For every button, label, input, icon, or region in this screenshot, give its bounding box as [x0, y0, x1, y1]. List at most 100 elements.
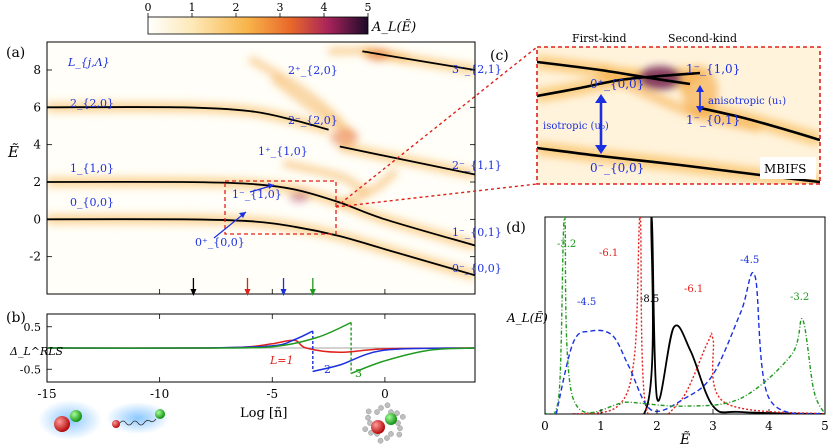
mbifs-badge-text: MBIFS — [764, 162, 806, 176]
panel-b: -15 -10 -5 0 0.5 -0.5 (b) Δ_L^RLS Log [ñ] L=1… — [6, 310, 476, 444]
panel-d-curves — [545, 217, 825, 414]
spectral-curve — [545, 217, 825, 414]
panel-b-curves — [46, 321, 476, 375]
molecule-stretched-icon — [106, 402, 170, 434]
panel-d-x-tick: 0 — [541, 419, 549, 433]
curve-label: -6.1 — [684, 284, 703, 295]
panel-d-xlabel: Ẽ — [679, 430, 690, 448]
anisotropic-arrow-icon — [696, 85, 704, 113]
state-label: 2⁻_{2,0} — [288, 114, 338, 127]
state-label: 2⁺_{2,0} — [288, 64, 338, 77]
curve-label: -6.1 — [599, 248, 618, 259]
panel-d: (d) 0 1 2 3 4 5 A_L(Ẽ) Ẽ -3.2 -6.1 -4.5 -8.5 -6.1… — [506, 216, 829, 448]
panel-d-axes: 0 1 2 3 4 5 — [541, 409, 829, 433]
colorbar-tick: 2 — [233, 1, 240, 14]
zoom-level-line — [537, 60, 691, 86]
state-label: 0⁺_{0,0} — [590, 77, 644, 91]
panel-a-y-tick: 6 — [33, 100, 41, 114]
panel-d-frame — [544, 216, 826, 415]
panel-c-header-second: Second-kind — [668, 32, 737, 45]
state-label: 1⁻_{0,1} — [452, 226, 502, 239]
panel-b-tag: (b) — [6, 310, 26, 326]
delta-curve — [46, 330, 314, 349]
panel-d-tag: (d) — [506, 220, 526, 236]
colorbar-tick: 3 — [277, 1, 284, 14]
panel-b-y-tick: 0.5 — [24, 321, 42, 334]
colorbar-label: A_L(Ẽ) — [371, 19, 416, 35]
colorbar-ticks: 0 1 2 3 4 5 — [145, 1, 372, 17]
state-label: 2_{2,0} — [70, 97, 114, 110]
anisotropic-label: anisotropic (u₁) — [708, 96, 786, 107]
panel-d-ylabel: A_L(Ẽ) — [506, 310, 548, 325]
panel-d-x-tick: 1 — [597, 419, 605, 433]
panel-a-frame — [46, 41, 476, 295]
delta-curve — [350, 347, 476, 375]
panel-a-y-tick: 2 — [33, 175, 41, 189]
panel-c-tag: (c) — [490, 48, 509, 64]
panel-d-curve-labels: -3.2 -6.1 -4.5 -8.5 -6.1 -4.5 -3.2 — [557, 239, 809, 308]
panel-a-ylabel: Ẽ — [7, 143, 19, 161]
zoom-level-line — [537, 71, 701, 98]
curve-label: L=1 — [269, 354, 294, 367]
panel-b-xlabel: Log [ñ] — [240, 406, 287, 421]
panel-a: -2 0 2 4 6 8 (a) Ẽ L_{j,Λ} 2_{2,0} 1_{1,0} 0_{0… — [6, 41, 502, 296]
curve-label: -3.2 — [557, 239, 576, 250]
colorbar-tick: 0 — [145, 1, 152, 14]
zoom-connector-lines — [335, 46, 538, 208]
panel-c-frame — [536, 46, 821, 185]
panel-a-heatmap — [47, 46, 475, 281]
panel-b-x-tick: -15 — [37, 387, 56, 401]
spectral-curve — [572, 217, 825, 414]
panel-a-state-labels: 2_{2,0} 1_{1,0} 0_{0,0} 2⁺_{2,0} 2⁻_{2,0} 1⁺_… — [70, 63, 502, 275]
panel-b-x-tick: -10 — [150, 387, 169, 401]
panel-d-x-tick: 4 — [765, 419, 773, 433]
state-label: 2⁻_{1,1} — [452, 159, 502, 172]
panel-a-indicator-arrows — [190, 278, 316, 296]
panel-b-x-tick: 0 — [381, 387, 389, 401]
colorbar-tick: 1 — [189, 1, 196, 14]
panel-d-x-tick: 2 — [653, 419, 661, 433]
state-label: 1⁻_{1,0} — [686, 62, 740, 76]
colorbar: 0 1 2 3 4 5 A_L(Ẽ) — [145, 1, 417, 35]
state-label: 1⁻_{1,0} — [232, 188, 282, 201]
curve-label: -4.5 — [577, 297, 596, 308]
state-label: 3⁻_{2,1} — [452, 63, 502, 76]
panel-a-y-tick: -2 — [29, 250, 41, 264]
energy-level-line — [47, 218, 475, 277]
panel-d-x-tick: 5 — [821, 419, 829, 433]
avoided-crossing-box — [224, 180, 337, 235]
state-label: 1_{1,0} — [70, 162, 114, 175]
molecule-free-icon — [38, 400, 102, 440]
mbifs-badge — [760, 157, 816, 179]
curve-label: -3.2 — [790, 292, 809, 303]
energy-level-line — [339, 145, 475, 176]
panel-a-corner-label: L_{j,Λ} — [67, 56, 110, 69]
state-label: 1⁻_{0,1} — [686, 113, 740, 127]
state-label: 0⁻_{0,0} — [590, 161, 644, 175]
panel-a-tag: (a) — [6, 45, 25, 61]
panel-b-ylabel: Δ_L^RLS — [9, 345, 64, 358]
panel-a-y-tick: 4 — [33, 138, 41, 152]
panel-b-y-tick: -0.5 — [20, 363, 41, 376]
zoom-level-line — [699, 106, 820, 142]
energy-level-line — [362, 50, 475, 71]
panel-b-x-tick: -5 — [266, 387, 278, 401]
molecule-bath-icon — [362, 402, 406, 444]
panel-b-curve-labels: L=1 2 3 — [269, 354, 362, 380]
panel-c-state-labels: 0⁺_{0,0} 0⁻_{0,0} 1⁻_{1,0} 1⁻_{0,1} — [590, 62, 740, 175]
delta-curve — [46, 321, 352, 349]
energy-level-line — [47, 180, 475, 247]
colorbar-gradient — [147, 16, 369, 35]
energy-level-line — [47, 106, 329, 131]
isotropic-arrow-icon — [595, 94, 607, 154]
curve-label: -4.5 — [740, 255, 759, 266]
colorbar-tick: 5 — [365, 1, 372, 14]
state-label: 0⁺_{0,0} — [195, 236, 245, 249]
panel-a-y-tick: 8 — [33, 63, 41, 77]
state-label: 1⁺_{1,0} — [258, 145, 308, 158]
delta-curve — [312, 347, 476, 373]
panel-d-x-tick: 3 — [709, 419, 717, 433]
panel-c: (c) First-kind Second-kind isotropic (u₀… — [335, 32, 821, 208]
colorbar-tick: 4 — [321, 1, 328, 14]
spectral-curve — [555, 272, 825, 414]
